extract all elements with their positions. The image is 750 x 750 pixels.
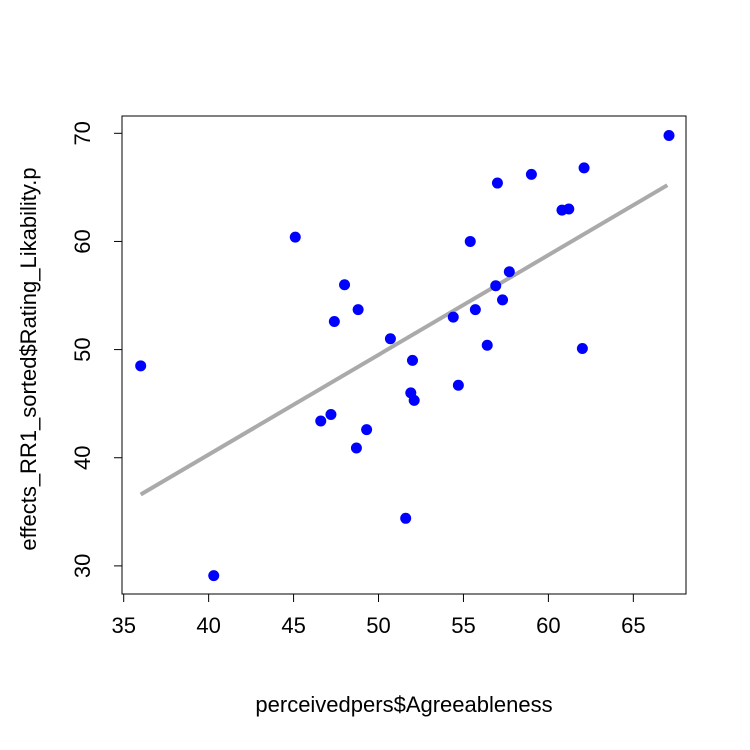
data-point: [289, 231, 301, 243]
data-point: [361, 424, 373, 436]
x-tick-label: 60: [536, 613, 560, 638]
data-point: [497, 294, 509, 306]
data-point: [325, 408, 337, 420]
data-point: [469, 304, 481, 316]
x-axis-title: perceivedpers$Agreeableness: [255, 692, 552, 717]
data-point: [452, 379, 464, 391]
y-tick-label: 40: [70, 445, 95, 469]
regression-line: [139, 183, 669, 497]
x-tick-label: 35: [111, 613, 135, 638]
data-point: [135, 360, 147, 372]
y-axis-title: effects_RR1_sorted$Rating_Likability.p: [16, 167, 41, 550]
data-point: [447, 311, 459, 323]
y-tick-label: 60: [70, 229, 95, 253]
x-tick-label: 45: [281, 613, 305, 638]
regression-layer: [139, 183, 669, 497]
data-point: [339, 279, 351, 291]
data-point: [490, 280, 502, 292]
data-point: [663, 129, 675, 141]
data-point: [464, 235, 476, 247]
x-tick-label: 40: [196, 613, 220, 638]
data-point: [578, 162, 590, 174]
data-point: [503, 266, 515, 278]
data-point: [352, 304, 364, 316]
data-point: [481, 339, 493, 351]
data-point: [400, 512, 412, 524]
data-point: [208, 570, 220, 582]
x-tick-label: 55: [451, 613, 475, 638]
points-layer: [135, 129, 675, 582]
data-point: [525, 168, 537, 180]
data-point: [315, 415, 327, 427]
data-point: [563, 203, 575, 215]
data-point: [406, 354, 418, 366]
x-tick-label: 65: [621, 613, 645, 638]
data-point: [491, 177, 503, 189]
y-tick-label: 30: [70, 554, 95, 578]
x-axis: 35 40 45 50 55 60 65: [111, 593, 646, 638]
y-tick-label: 50: [70, 337, 95, 361]
data-point: [408, 394, 420, 406]
data-point: [384, 333, 396, 345]
data-point: [328, 315, 340, 327]
data-point: [576, 343, 588, 355]
x-tick-label: 50: [366, 613, 390, 638]
y-axis: 30 40 50 60 70: [70, 121, 123, 578]
data-point: [350, 442, 362, 454]
y-tick-label: 70: [70, 121, 95, 145]
